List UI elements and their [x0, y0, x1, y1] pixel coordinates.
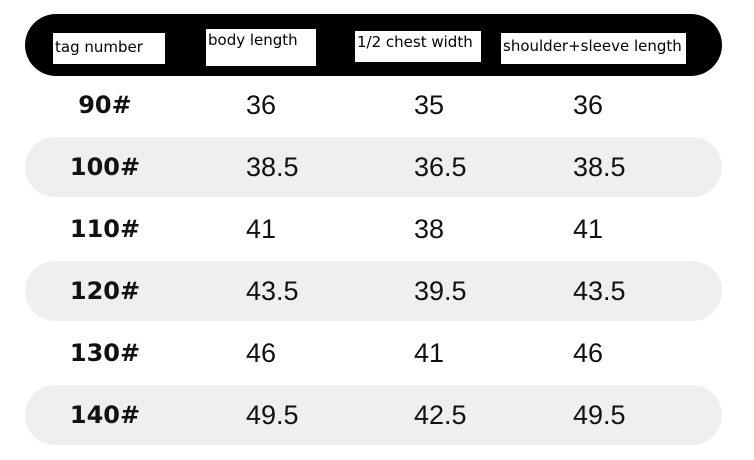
tag-cell: 90#	[78, 91, 132, 119]
value-cell: 41	[414, 338, 445, 368]
value-cell: 38.5	[573, 152, 626, 182]
header-cell: body length	[206, 29, 316, 66]
header-cell: tag number	[53, 33, 165, 64]
header-cell: shoulder+sleeve length	[501, 33, 686, 64]
tag-cell: 120#	[69, 277, 141, 305]
tag-cell: 130#	[69, 339, 141, 367]
value-cell: 49.5	[246, 400, 299, 430]
value-cell: 39.5	[414, 276, 467, 306]
value-cell: 36.5	[414, 152, 467, 182]
value-cell: 36	[246, 90, 277, 120]
value-cell: 41	[246, 214, 277, 244]
table-row: 130# 46 41 46	[25, 323, 722, 383]
tag-cell: 110#	[69, 215, 141, 243]
value-cell: 42.5	[414, 400, 467, 430]
value-cell: 43.5	[573, 276, 626, 306]
table-row: 110# 41 38 41	[25, 199, 722, 259]
value-cell: 46	[246, 338, 277, 368]
value-cell: 35	[414, 90, 445, 120]
tag-cell: 100#	[69, 153, 141, 181]
value-cell: 49.5	[573, 400, 626, 430]
header-cell: 1/2 chest width	[355, 31, 481, 62]
value-cell: 36	[573, 90, 604, 120]
value-cell: 38.5	[246, 152, 299, 182]
value-cell: 38	[414, 214, 445, 244]
value-cell: 46	[573, 338, 604, 368]
table-row: 140# 49.5 42.5 49.5	[25, 385, 722, 445]
value-cell: 43.5	[246, 276, 299, 306]
table-row: 90# 36 35 36	[25, 75, 722, 135]
tag-cell: 140#	[69, 401, 141, 429]
table-row: 120# 43.5 39.5 43.5	[25, 261, 722, 321]
table-row: 100# 38.5 36.5 38.5	[25, 137, 722, 197]
value-cell: 41	[573, 214, 604, 244]
